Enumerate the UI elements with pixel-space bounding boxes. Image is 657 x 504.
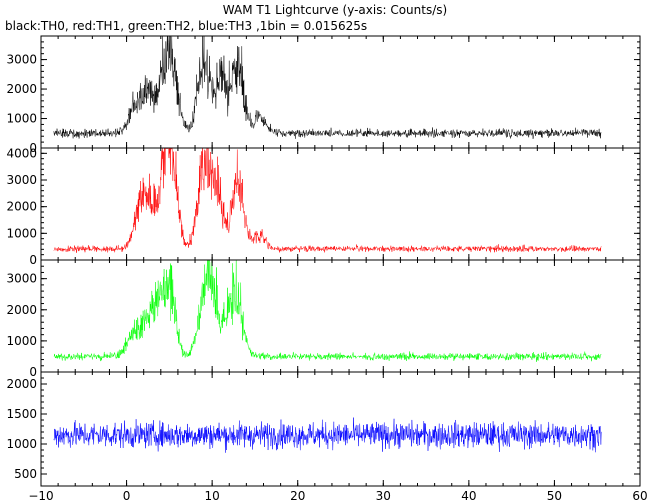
x-tick-label: 0	[123, 489, 131, 503]
panel-th1: 0 1000 2000 3000 4000	[6, 146, 641, 267]
x-tick-label: 20	[290, 489, 305, 503]
panel-th2: 0 1000 2000 3000	[6, 259, 641, 379]
panel-th3: 500 1000 1500 2000	[6, 371, 641, 487]
series-line-th0	[53, 36, 602, 139]
x-tick-label: 10	[205, 489, 220, 503]
x-axis: −10 0 10 20 30 40 50 60	[28, 489, 647, 503]
chart-title: WAM T1 Lightcurve (y-axis: Counts/s)	[223, 3, 447, 17]
y-tick-label: 0	[29, 141, 37, 155]
series-line-th3	[53, 417, 602, 453]
x-tick-label: 50	[547, 489, 562, 503]
y-tick-label: 1000	[6, 112, 37, 126]
chart-subtitle: black:TH0, red:TH1, green:TH2, blue:TH3 …	[5, 19, 367, 33]
y-tick-label: 3000	[6, 53, 37, 67]
y-tick-label: 0	[29, 253, 37, 267]
x-tick-label: −10	[28, 489, 53, 503]
panels-group: 0100020003000010002000300040000100020003…	[6, 35, 641, 487]
y-tick-label: 1000	[6, 334, 37, 348]
y-tick-label: 3000	[6, 272, 37, 286]
y-tick-label: 1000	[6, 226, 37, 240]
series-line-th2	[53, 260, 602, 362]
y-tick-label: 1500	[6, 407, 37, 421]
panel-th0: 0 1000 2000 3000	[6, 35, 641, 155]
y-tick-label: 2000	[6, 82, 37, 96]
y-tick-label: 4000	[6, 146, 37, 160]
y-tick-label: 1000	[6, 437, 37, 451]
series-line-th1	[53, 148, 602, 253]
y-tick-label: 3000	[6, 173, 37, 187]
x-tick-label: 60	[632, 489, 647, 503]
x-tick-label: 30	[376, 489, 391, 503]
y-tick-label: 2000	[6, 303, 37, 317]
x-tick-label: 40	[461, 489, 476, 503]
y-tick-label: 500	[14, 467, 37, 481]
panel-frame-th1	[40, 147, 641, 261]
y-tick-label: 0	[29, 365, 37, 379]
y-tick-label: 2000	[6, 377, 37, 391]
panel-frame-th0	[40, 35, 641, 149]
y-tick-label: 2000	[6, 200, 37, 214]
panel-frame-th3	[40, 371, 641, 487]
